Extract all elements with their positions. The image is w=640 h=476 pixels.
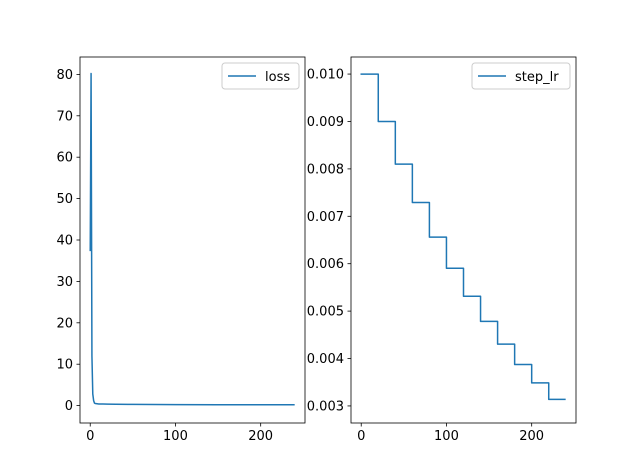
y-tick-label: 80: [56, 68, 73, 83]
step-lr-subplot: 0 100 200 0.003 0.004 0.005 0.006 0.007 0.008 0.0…: [307, 56, 577, 444]
x-tick-label: 100: [163, 429, 188, 444]
x-tick-label: 0: [86, 429, 94, 444]
y-tick-label: 0.010: [307, 68, 344, 83]
y-tick-label: 0.006: [307, 257, 344, 272]
y-tick-label: 40: [56, 234, 73, 249]
y-tick-label: 0.003: [307, 399, 344, 414]
series-line-loss: [89, 72, 295, 406]
series-line-step-lr: [360, 73, 566, 401]
legend-label: loss: [265, 70, 290, 85]
legend: loss: [221, 62, 300, 90]
y-tick-label: 0.008: [307, 162, 344, 177]
y-tick-label: 70: [56, 109, 73, 124]
y-tick-label: 60: [56, 151, 73, 166]
y-tick-label: 0.004: [307, 352, 344, 367]
legend-box: [221, 62, 300, 90]
y-tick-label: 0.009: [307, 115, 344, 130]
y-tick-label: 0.005: [307, 305, 344, 320]
y-tick-label: 20: [56, 316, 73, 331]
y-tick-label: 0: [65, 399, 73, 414]
y-tick-label: 10: [56, 358, 73, 373]
loss-subplot: 0 100 200 0 10 20 30 40 50 60 70 80 loss: [56, 56, 306, 444]
legend-box: [471, 62, 571, 90]
y-tick-label: 50: [56, 192, 73, 207]
x-tick-label: 100: [434, 429, 459, 444]
y-tick-label: 30: [56, 275, 73, 290]
x-tick-label: 200: [248, 429, 273, 444]
legend-label: step_lr: [515, 70, 559, 85]
x-tick-label: 200: [519, 429, 544, 444]
y-tick-label: 0.007: [307, 210, 344, 225]
x-tick-label: 0: [357, 429, 365, 444]
legend: step_lr: [471, 62, 571, 90]
axes-frame: [350, 56, 577, 424]
